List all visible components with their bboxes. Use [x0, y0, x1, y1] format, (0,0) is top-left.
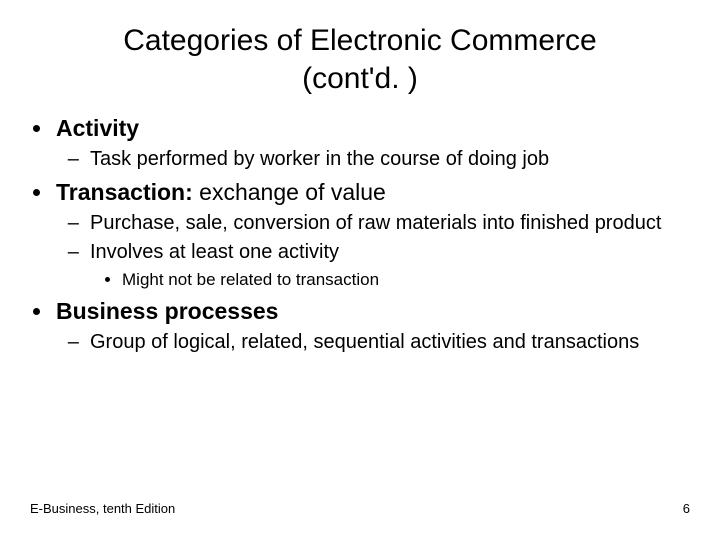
business-processes-label: Business processes [56, 298, 278, 324]
sublist-transaction: Purchase, sale, conversion of raw materi… [56, 210, 720, 292]
transaction-sub-1: Purchase, sale, conversion of raw materi… [90, 210, 720, 237]
business-processes-sub-1: Group of logical, related, sequential ac… [90, 329, 720, 356]
transaction-sub-2: Involves at least one activity Might not… [90, 239, 720, 292]
sublist-business-processes: Group of logical, related, sequential ac… [56, 329, 720, 356]
sublist-activity: Task performed by worker in the course o… [56, 146, 720, 173]
title-line-1: Categories of Electronic Commerce [123, 24, 597, 57]
bullet-activity: Activity Task performed by worker in the… [54, 113, 720, 173]
bullet-business-processes: Business processes Group of logical, rel… [54, 296, 720, 356]
footer-source: E-Business, tenth Edition [30, 501, 175, 516]
slide-title: Categories of Electronic Commerce (cont'… [0, 0, 720, 105]
transaction-sub-2-sub-1: Might not be related to transaction [122, 268, 720, 292]
title-line-2: (cont'd. ) [302, 62, 418, 95]
activity-sub-1: Task performed by worker in the course o… [90, 146, 720, 173]
transaction-bold: Transaction: [56, 179, 193, 205]
transaction-sub-2-text: Involves at least one activity [90, 241, 339, 263]
page-number: 6 [683, 501, 690, 516]
bullet-activity-label: Activity [56, 115, 139, 141]
transaction-rest: exchange of value [193, 179, 386, 205]
slide: Categories of Electronic Commerce (cont'… [0, 0, 720, 540]
bullet-list: Activity Task performed by worker in the… [0, 113, 720, 356]
sublist-transaction-inner: Might not be related to transaction [90, 268, 720, 292]
bullet-transaction: Transaction: exchange of value Purchase,… [54, 177, 720, 292]
